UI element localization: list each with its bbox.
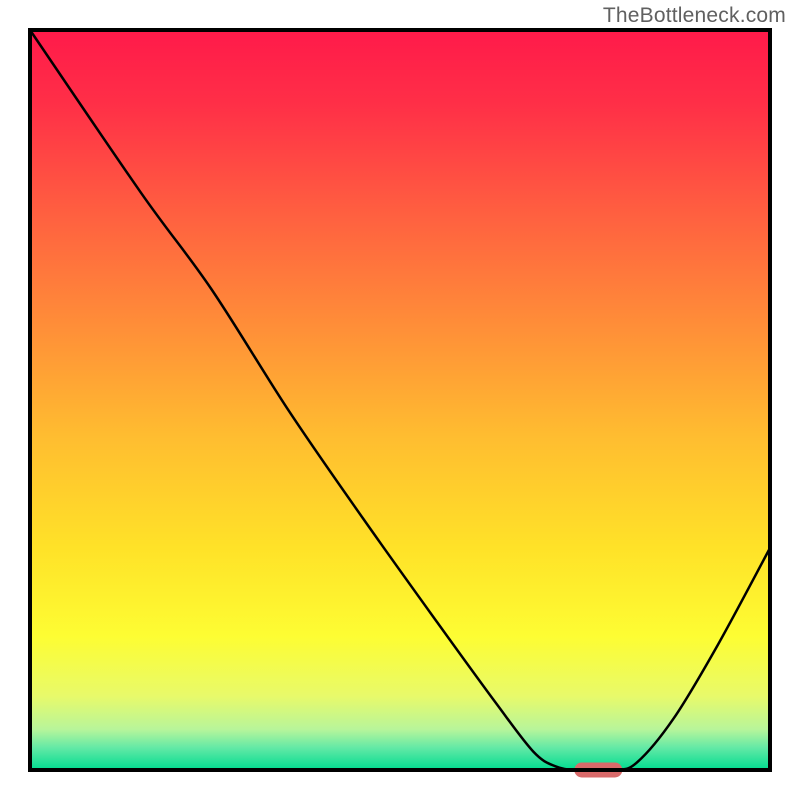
- bottleneck-chart: [0, 0, 800, 800]
- plot-background: [30, 30, 770, 770]
- chart-container: TheBottleneck.com: [0, 0, 800, 800]
- watermark-text: TheBottleneck.com: [603, 4, 786, 28]
